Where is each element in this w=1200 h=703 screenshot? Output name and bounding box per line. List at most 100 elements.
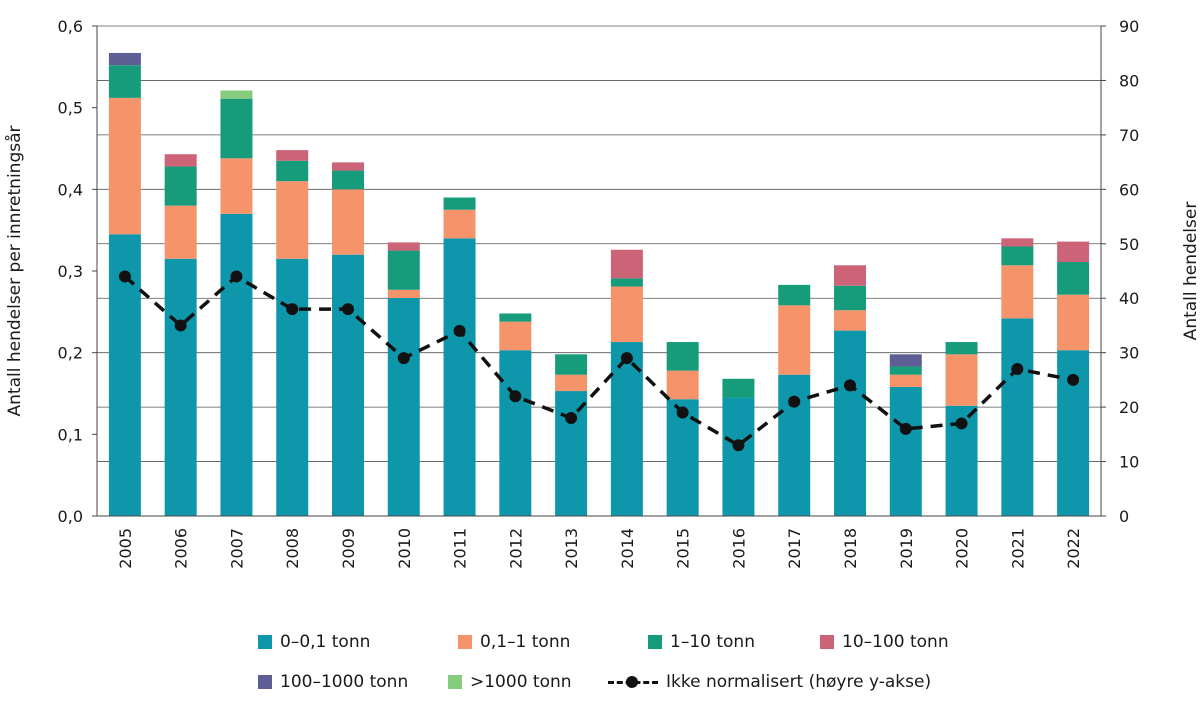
legend-label: 0–0,1 tonn bbox=[280, 632, 371, 652]
bar-2021-series-2 bbox=[1001, 246, 1034, 266]
legend: 0–0,1 tonn 0,1–1 tonn 1–10 tonn 10–100 t… bbox=[258, 622, 1158, 702]
y2-tick-label: 40 bbox=[1119, 289, 1139, 308]
line-point-2015 bbox=[676, 406, 689, 419]
x-tick-label: 2010 bbox=[395, 528, 414, 569]
bar-2007-series-1 bbox=[220, 158, 253, 214]
x-tick-label: 2007 bbox=[227, 528, 246, 569]
line-point-2018 bbox=[844, 379, 856, 392]
bar-2011-series-2 bbox=[443, 197, 476, 210]
bar-2005-series-2 bbox=[108, 65, 141, 98]
bar-2014-series-1 bbox=[610, 286, 643, 343]
legend-swatch bbox=[258, 635, 272, 649]
y2-tick-label: 90 bbox=[1119, 17, 1139, 36]
y2-tick-label: 30 bbox=[1119, 344, 1139, 363]
y2-axis-title: Antall hendelser bbox=[1181, 202, 1200, 341]
legend-item-line: Ikke normalisert (høyre y-akse) bbox=[608, 672, 931, 692]
line-point-2019 bbox=[899, 422, 912, 435]
x-tick-label: 2021 bbox=[1008, 528, 1027, 569]
line-point-2005 bbox=[118, 270, 131, 283]
legend-label: >1000 tonn bbox=[470, 672, 572, 692]
legend-label: 1–10 tonn bbox=[670, 632, 755, 652]
line-point-2008 bbox=[286, 303, 299, 316]
bar-2020-series-2 bbox=[945, 342, 978, 355]
line-point-2014 bbox=[620, 352, 633, 365]
x-tick-label: 2013 bbox=[562, 528, 581, 569]
y-tick-label: 0,5 bbox=[58, 99, 83, 118]
legend-item-0-0.1: 0–0,1 tonn bbox=[258, 632, 458, 652]
x-tick-label: 2005 bbox=[116, 528, 135, 569]
bar-2014-series-0 bbox=[610, 342, 643, 516]
legend-swatch bbox=[820, 635, 834, 649]
gridlines bbox=[97, 25, 1101, 462]
chart: 2005 2006 2007 2008 2009 2010 2011 2012 2013 2014… bbox=[4, 17, 1200, 569]
line-series bbox=[118, 270, 1080, 452]
line-point-2009 bbox=[342, 303, 354, 316]
bar-2010-series-1 bbox=[387, 289, 420, 298]
x-tick-label: 2011 bbox=[451, 528, 470, 569]
y-tick-label: 0,2 bbox=[58, 344, 83, 363]
bar-2005-series-1 bbox=[108, 97, 141, 235]
bar-2010-series-3 bbox=[387, 242, 420, 251]
legend-line-icon bbox=[608, 674, 658, 690]
legend-label: 100–1000 tonn bbox=[280, 672, 409, 692]
bar-2019-series-4 bbox=[889, 354, 922, 367]
bar-2016-series-2 bbox=[722, 378, 755, 398]
bar-2012-series-0 bbox=[499, 350, 532, 516]
bar-2019-series-1 bbox=[889, 374, 922, 387]
bar-2022-series-1 bbox=[1057, 294, 1090, 351]
x-tick-label: 2008 bbox=[283, 528, 302, 569]
bar-2013-series-1 bbox=[555, 374, 588, 392]
bar-2009-series-1 bbox=[332, 189, 364, 255]
x-tick-label: 2018 bbox=[841, 528, 860, 569]
line-point-2016 bbox=[732, 439, 745, 452]
bar-2021-series-3 bbox=[1001, 238, 1034, 247]
bar-2008-series-1 bbox=[276, 181, 309, 259]
bar-2018-series-0 bbox=[834, 330, 866, 516]
y-tick-label: 0,6 bbox=[58, 17, 83, 36]
line-point-2020 bbox=[955, 417, 968, 430]
legend-swatch bbox=[448, 675, 462, 689]
bar-2008-series-0 bbox=[276, 258, 309, 516]
bar-2007-series-2 bbox=[220, 98, 253, 159]
bar-2006-series-3 bbox=[164, 154, 197, 167]
y2-tick-label: 80 bbox=[1119, 71, 1139, 90]
bar-2015-series-2 bbox=[666, 342, 699, 371]
line-point-2022 bbox=[1067, 373, 1080, 386]
bar-2013-series-2 bbox=[555, 354, 588, 375]
x-tick-label: 2012 bbox=[506, 528, 525, 569]
y-tick-label: 0,4 bbox=[58, 180, 83, 199]
bar-2012-series-2 bbox=[499, 313, 532, 322]
axes: 2005 2006 2007 2008 2009 2010 2011 2012 2013 2014… bbox=[58, 17, 1140, 569]
legend-item-10-100: 10–100 tonn bbox=[820, 632, 1020, 652]
y-tick-label: 0,1 bbox=[58, 425, 83, 444]
bar-2010-series-0 bbox=[387, 297, 420, 516]
line-point-2017 bbox=[788, 395, 801, 408]
legend-label: Ikke normalisert (høyre y-akse) bbox=[666, 672, 932, 692]
bar-2005-series-4 bbox=[108, 52, 141, 66]
y2-tick-label: 0 bbox=[1119, 507, 1129, 526]
line-point-2007 bbox=[230, 270, 243, 283]
x-tick-label: 2016 bbox=[729, 528, 748, 569]
bar-2014-series-2 bbox=[610, 278, 643, 287]
legend-item-100-1000: 100–1000 tonn bbox=[258, 672, 448, 692]
legend-label: 0,1–1 tonn bbox=[480, 632, 571, 652]
bar-2019-series-2 bbox=[889, 366, 922, 375]
line-point-2006 bbox=[174, 319, 187, 332]
legend-label: 10–100 tonn bbox=[842, 632, 949, 652]
x-tick-label: 2017 bbox=[785, 528, 804, 569]
bar-2021-series-1 bbox=[1001, 265, 1034, 319]
bar-2022-series-3 bbox=[1057, 241, 1090, 263]
bar-2016-series-0 bbox=[722, 397, 755, 516]
legend-swatch bbox=[258, 675, 272, 689]
bar-2022-series-2 bbox=[1057, 262, 1090, 295]
legend-item-0.1-1: 0,1–1 tonn bbox=[458, 632, 648, 652]
bar-2020-series-1 bbox=[945, 354, 978, 406]
bar-2012-series-1 bbox=[499, 321, 532, 351]
x-tick-label: 2006 bbox=[172, 528, 191, 569]
bar-2006-series-0 bbox=[164, 258, 197, 516]
bar-2011-series-1 bbox=[443, 209, 476, 239]
bar-2017-series-2 bbox=[778, 284, 811, 306]
legend-item-over-1000: >1000 tonn bbox=[448, 672, 608, 692]
bar-2008-series-3 bbox=[276, 150, 309, 161]
y2-tick-label: 60 bbox=[1119, 180, 1139, 199]
